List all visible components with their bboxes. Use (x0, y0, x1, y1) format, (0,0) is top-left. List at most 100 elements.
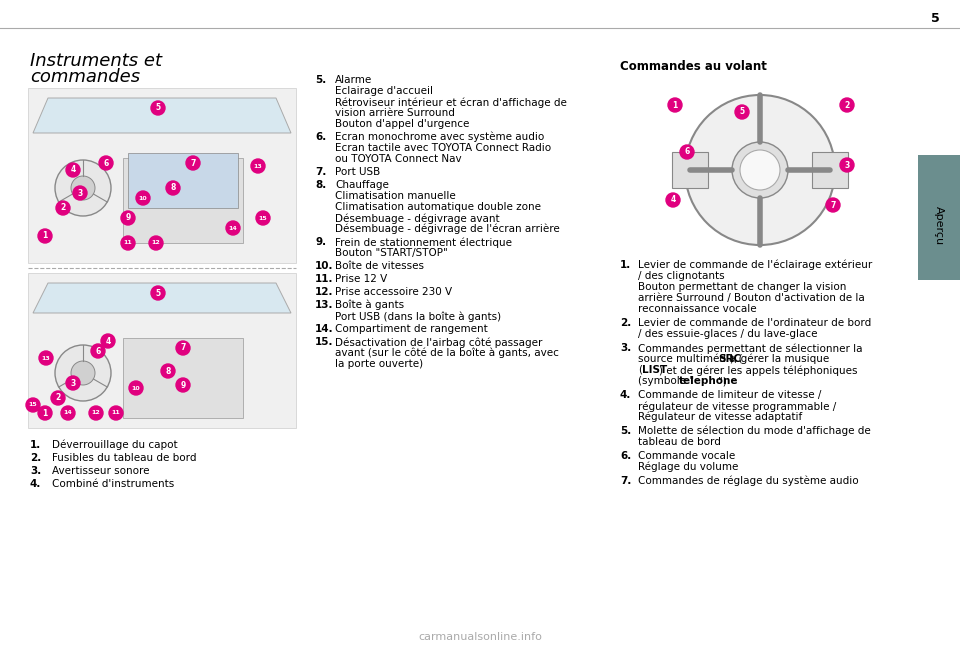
Text: Commandes au volant: Commandes au volant (620, 60, 767, 73)
Text: Désembuage - dégivrage de l'écran arrière: Désembuage - dégivrage de l'écran arrièr… (335, 224, 560, 234)
Circle shape (732, 142, 788, 198)
Text: 1: 1 (672, 101, 678, 110)
Circle shape (151, 101, 165, 115)
Bar (918, 155, 960, 280)
Text: 3: 3 (845, 160, 850, 169)
Text: (: ( (638, 365, 642, 375)
Circle shape (109, 406, 123, 420)
Text: Levier de commande de l'éclairage extérieur: Levier de commande de l'éclairage extéri… (638, 260, 873, 271)
Text: 11: 11 (111, 411, 120, 415)
Circle shape (66, 163, 80, 177)
Circle shape (121, 236, 135, 250)
Text: 5: 5 (931, 12, 940, 25)
Text: 3: 3 (78, 188, 83, 197)
Text: 7: 7 (190, 158, 196, 167)
Text: Commandes permettant de sélectionner la: Commandes permettant de sélectionner la (638, 343, 862, 354)
Text: tableau de bord: tableau de bord (638, 437, 721, 447)
Text: commandes: commandes (30, 68, 140, 86)
Text: / des essuie-glaces / du lave-glace: / des essuie-glaces / du lave-glace (638, 329, 818, 339)
Text: 6.: 6. (315, 132, 326, 142)
Text: Eclairage d'accueil: Eclairage d'accueil (335, 86, 433, 96)
Circle shape (91, 344, 105, 358)
Circle shape (176, 341, 190, 355)
Text: 3: 3 (70, 378, 76, 387)
Text: 12.: 12. (315, 287, 333, 297)
Text: 6.: 6. (620, 451, 632, 461)
Circle shape (39, 351, 53, 365)
Text: Commande vocale: Commande vocale (638, 451, 735, 461)
Circle shape (55, 345, 111, 401)
Text: 14.: 14. (315, 324, 334, 334)
Text: 4.: 4. (30, 479, 41, 489)
Text: 9: 9 (126, 214, 131, 223)
Circle shape (149, 236, 163, 250)
Circle shape (73, 186, 87, 200)
Text: 2: 2 (60, 204, 65, 212)
Circle shape (161, 364, 175, 378)
Circle shape (51, 391, 65, 405)
Text: 9.: 9. (315, 237, 326, 247)
Text: Régulateur de vitesse adaptatif: Régulateur de vitesse adaptatif (638, 412, 803, 422)
Text: 12: 12 (152, 241, 160, 245)
Text: Réglage du volume: Réglage du volume (638, 462, 738, 472)
Bar (812, 152, 848, 188)
Bar (672, 152, 708, 188)
Circle shape (61, 406, 75, 420)
Text: Compartiment de rangement: Compartiment de rangement (335, 324, 488, 334)
Text: 5: 5 (156, 289, 160, 297)
Text: Désactivation de l'airbag côté passager: Désactivation de l'airbag côté passager (335, 337, 542, 347)
Text: LIST: LIST (642, 365, 667, 375)
Text: 4: 4 (106, 336, 110, 345)
Text: 9: 9 (180, 380, 185, 389)
Circle shape (99, 156, 113, 170)
Text: 2.: 2. (30, 453, 41, 463)
Text: 13: 13 (253, 164, 262, 169)
Circle shape (38, 406, 52, 420)
Text: 12: 12 (91, 411, 101, 415)
Bar (123, 338, 243, 418)
Text: Aperçu: Aperçu (934, 206, 944, 245)
Text: avant (sur le côté de la boîte à gants, avec: avant (sur le côté de la boîte à gants, … (335, 348, 559, 358)
Text: Frein de stationnement électrique: Frein de stationnement électrique (335, 237, 512, 247)
Text: 14: 14 (63, 411, 72, 415)
Text: Alarme: Alarme (335, 75, 372, 85)
Text: 2: 2 (56, 393, 60, 402)
Text: Climatisation automatique double zone: Climatisation automatique double zone (335, 202, 541, 212)
Circle shape (26, 398, 40, 412)
Text: reconnaissance vocale: reconnaissance vocale (638, 304, 756, 314)
Circle shape (55, 160, 111, 216)
Text: Commandes de réglage du système audio: Commandes de réglage du système audio (638, 476, 858, 487)
Text: 6: 6 (684, 147, 689, 156)
Text: arrière Surround / Bouton d'activation de la: arrière Surround / Bouton d'activation d… (638, 293, 865, 303)
Text: régulateur de vitesse programmable /: régulateur de vitesse programmable / (638, 401, 836, 411)
Text: Boîte à gants: Boîte à gants (335, 300, 404, 310)
Text: Combiné d'instruments: Combiné d'instruments (52, 479, 175, 489)
Text: 13.: 13. (315, 300, 333, 310)
Circle shape (38, 229, 52, 243)
Circle shape (680, 145, 694, 159)
Circle shape (89, 406, 103, 420)
Text: Chauffage: Chauffage (335, 180, 389, 190)
Text: Bouton d'appel d'urgence: Bouton d'appel d'urgence (335, 119, 469, 129)
Circle shape (151, 286, 165, 300)
Text: Commande de limiteur de vitesse /: Commande de limiteur de vitesse / (638, 390, 822, 400)
Text: Bouton permettant de changer la vision: Bouton permettant de changer la vision (638, 282, 847, 292)
Text: 1: 1 (42, 408, 48, 417)
Text: 2.: 2. (620, 318, 632, 328)
Text: 6: 6 (95, 347, 101, 356)
Circle shape (735, 105, 749, 119)
Text: Prise accessoire 230 V: Prise accessoire 230 V (335, 287, 452, 297)
Text: Désembuage - dégivrage avant: Désembuage - dégivrage avant (335, 213, 499, 223)
Text: / des clignotants: / des clignotants (638, 271, 725, 281)
Text: 3.: 3. (620, 343, 632, 353)
Text: 1: 1 (42, 232, 48, 241)
Text: Ecran monochrome avec système audio: Ecran monochrome avec système audio (335, 132, 544, 143)
Circle shape (71, 176, 95, 200)
Text: vision arrière Surround: vision arrière Surround (335, 108, 455, 118)
Text: Port USB: Port USB (335, 167, 380, 177)
Text: 5.: 5. (315, 75, 326, 85)
Circle shape (66, 376, 80, 390)
Text: 4.: 4. (620, 390, 632, 400)
Circle shape (840, 158, 854, 172)
Circle shape (101, 334, 115, 348)
